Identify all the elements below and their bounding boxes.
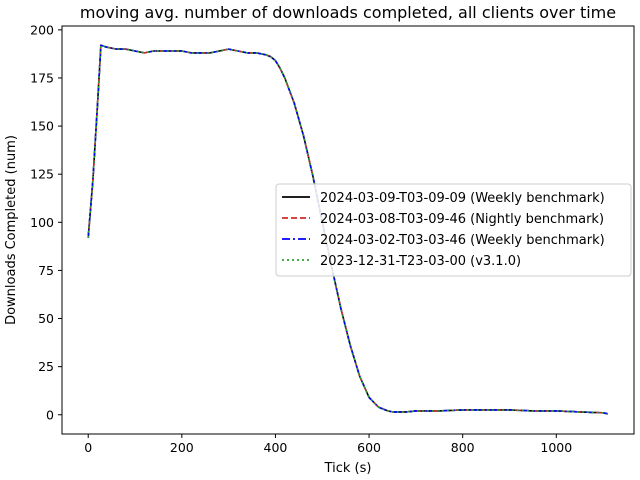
y-tick-label: 175	[30, 70, 54, 85]
axes-frame	[61, 25, 635, 435]
legend-label: 2024-03-02-T03-03-46 (Weekly benchmark)	[320, 233, 605, 248]
x-tick-label: 800	[451, 440, 475, 455]
y-tick-label: 150	[30, 119, 54, 134]
y-tick-label: 100	[30, 215, 54, 230]
x-tick-label: 200	[170, 440, 194, 455]
x-tick-label: 400	[264, 440, 288, 455]
x-tick-label: 1000	[540, 440, 572, 455]
y-tick-label: 25	[38, 359, 54, 374]
chart-title: moving avg. number of downloads complete…	[80, 3, 616, 22]
y-tick-label: 200	[30, 22, 54, 37]
plot-area	[87, 44, 608, 415]
y-tick-label: 75	[38, 263, 54, 278]
legend-label: 2024-03-09-T03-09-09 (Weekly benchmark)	[320, 191, 605, 206]
y-tick-label: 125	[30, 167, 54, 182]
y-axis-label: Downloads Completed (num)	[4, 135, 19, 325]
series-line-4	[87, 44, 608, 415]
y-tick-label: 0	[46, 407, 54, 422]
legend-label: 2023-12-31-T23-03-00 (v3.1.0)	[320, 254, 521, 269]
legend-label: 2024-03-08-T03-09-46 (Nightly benchmark)	[320, 212, 604, 227]
series-line-2	[87, 44, 608, 415]
y-axis: 0 25 50 75 100 125 150 175 200	[30, 22, 62, 422]
legend-frame	[275, 183, 632, 277]
x-axis-label: Tick (s)	[324, 461, 372, 476]
legend: 2024-03-09-T03-09-09 (Weekly benchmark) 2…	[275, 183, 632, 277]
x-tick-label: 0	[84, 440, 92, 455]
x-tick-label: 600	[357, 440, 381, 455]
x-axis: 0 200 400 600 800 1000	[84, 434, 572, 455]
y-tick-label: 50	[38, 311, 54, 326]
